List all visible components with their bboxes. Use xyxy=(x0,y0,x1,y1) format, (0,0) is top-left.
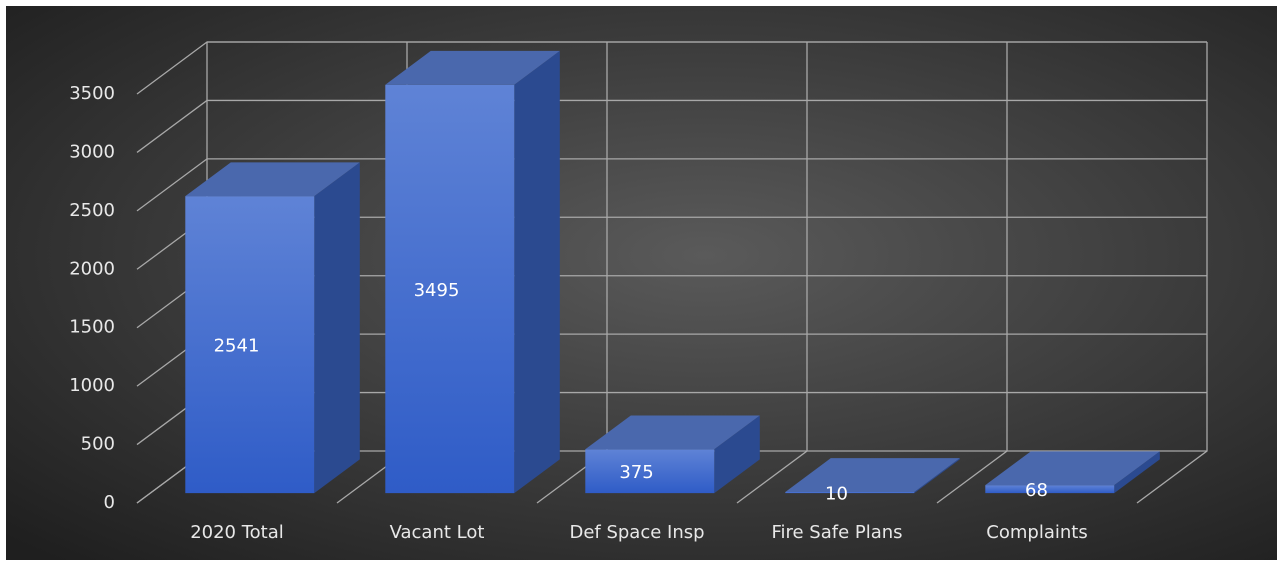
y-tick-label: 1500 xyxy=(69,317,115,338)
x-tick-label: Fire Safe Plans xyxy=(771,522,902,543)
wall-line xyxy=(736,42,808,504)
x-tick-label: Complaints xyxy=(986,522,1087,543)
bar-front xyxy=(185,196,315,494)
bar-side xyxy=(914,458,960,494)
y-tick-label: 1000 xyxy=(69,375,115,396)
y-tick-label: 0 xyxy=(104,492,115,513)
y-tick-label: 500 xyxy=(81,434,115,455)
value-label: 68 xyxy=(1025,480,1048,501)
wall-line xyxy=(1136,42,1208,504)
bar-side xyxy=(314,162,360,494)
bar-top xyxy=(585,415,760,450)
bar-side xyxy=(1114,451,1160,494)
y-tick-label: 3000 xyxy=(69,141,115,162)
bar-front xyxy=(385,84,515,494)
x-tick-label: 2020 Total xyxy=(190,522,284,543)
value-label: 375 xyxy=(619,462,653,483)
bar-top xyxy=(785,458,960,492)
y-tick-label: 3500 xyxy=(69,83,115,104)
y-tick-label: 2000 xyxy=(69,258,115,279)
y-tick-label: 2500 xyxy=(69,200,115,221)
bar-front xyxy=(985,485,1115,494)
bar-side xyxy=(514,50,560,494)
bar-top xyxy=(385,50,560,85)
bar-front xyxy=(585,449,715,494)
value-label: 10 xyxy=(825,484,848,505)
value-label: 3495 xyxy=(414,280,460,301)
bar-top xyxy=(185,162,360,197)
x-tick-label: Def Space Insp xyxy=(569,522,704,543)
bar-front xyxy=(785,491,915,494)
bar-side xyxy=(714,415,760,494)
bar-top xyxy=(985,451,1160,486)
x-tick-label: Vacant Lot xyxy=(390,522,485,543)
value-label: 2541 xyxy=(214,336,260,357)
wall-line xyxy=(936,42,1008,504)
